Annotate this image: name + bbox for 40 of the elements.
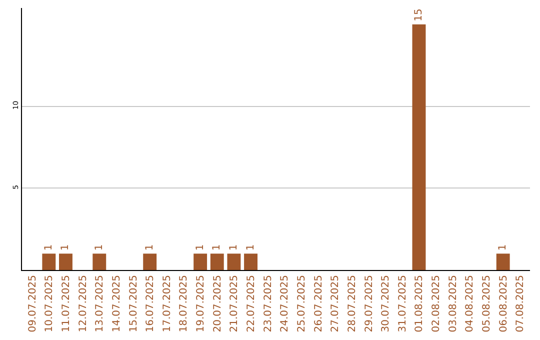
x-tick-label: 18.07.2025	[178, 275, 190, 332]
data-label: 1	[94, 244, 105, 251]
x-tick-label: 03.08.2025	[448, 275, 459, 332]
x-tick-label: 16.07.2025	[145, 275, 156, 332]
x-tick-label: 15.07.2025	[128, 275, 140, 332]
data-label: 15	[413, 8, 424, 22]
data-label: 1	[60, 244, 72, 251]
x-tick-label: 04.08.2025	[464, 275, 476, 332]
x-tick-label: 05.08.2025	[482, 275, 493, 332]
x-tick-label: 28.07.2025	[346, 275, 358, 332]
x-tick-label: 30.07.2025	[380, 275, 392, 332]
data-label: 1	[144, 244, 156, 251]
x-tick-label: 14.07.2025	[111, 275, 122, 332]
x-tick-label: 17.07.2025	[162, 275, 173, 332]
data-label: 1	[228, 244, 240, 251]
x-tick-label: 27.07.2025	[330, 275, 342, 332]
x-tick-label: 11.07.2025	[60, 275, 72, 332]
data-label: 1	[498, 244, 509, 251]
x-tick-label: 07.08.2025	[515, 275, 526, 332]
x-tick-label: 25.07.2025	[296, 275, 308, 332]
data-label: 1	[212, 244, 223, 251]
x-tick-label: 31.07.2025	[397, 275, 408, 332]
x-tick-label: 09.07.2025	[27, 275, 38, 332]
x-tick-label: 01.08.2025	[414, 275, 426, 332]
x-tick-label: 21.07.2025	[229, 275, 240, 332]
x-tick-label: 19.07.2025	[196, 275, 207, 332]
x-tick-label: 10.07.2025	[44, 275, 56, 332]
x-tick-label: 23.07.2025	[262, 275, 274, 332]
data-label: 1	[245, 244, 256, 251]
x-tick-label: 22.07.2025	[246, 275, 258, 332]
x-tick-label: 20.07.2025	[212, 275, 224, 332]
x-tick-label: 24.07.2025	[280, 275, 291, 332]
x-tick-label: 02.08.2025	[431, 275, 442, 332]
x-tick-label: 29.07.2025	[364, 275, 375, 332]
x-tick-label: 13.07.2025	[94, 275, 106, 332]
data-label: 1	[43, 244, 54, 251]
x-tick-label: 26.07.2025	[313, 275, 324, 332]
data-label: 1	[194, 244, 206, 251]
x-tick-label: 06.08.2025	[498, 275, 510, 332]
x-tick-label: 12.07.2025	[78, 275, 89, 332]
